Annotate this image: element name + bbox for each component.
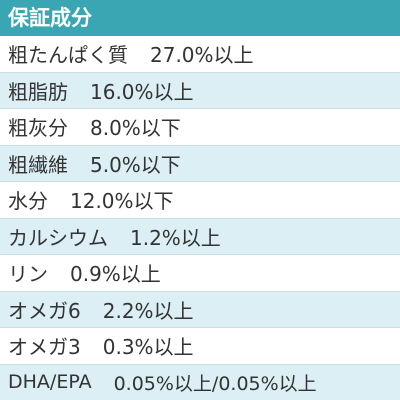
nutrient-name: 粗たんぱく質	[8, 43, 128, 68]
nutrient-value: 27.0%以上	[150, 43, 254, 68]
nutrient-value: 0.05%以上/0.05%以上	[113, 372, 317, 395]
nutrient-value: 0.3%以上	[102, 335, 194, 360]
table-row: オメガ3 0.3%以上	[0, 328, 400, 365]
nutrient-name: DHA/EPA	[8, 371, 92, 394]
table-row: 水分 12.0%以下	[0, 182, 400, 219]
nutrient-value: 12.0%以下	[70, 189, 174, 214]
nutrient-name: オメガ3	[8, 335, 81, 360]
table-header: 保証成分	[0, 0, 400, 36]
table-row: カルシウム 1.2%以上	[0, 218, 400, 255]
table-row: リン 0.9%以上	[0, 255, 400, 292]
nutrient-name: オメガ6	[8, 298, 81, 323]
nutrient-value: 2.2%以上	[102, 298, 194, 323]
nutrient-name: カルシウム	[8, 225, 108, 250]
nutrient-value: 5.0%以下	[90, 152, 181, 177]
nutrient-name: リン	[8, 262, 48, 287]
nutrient-name: 粗灰分	[8, 116, 68, 141]
nutrient-name: 粗繊維	[8, 152, 68, 177]
table-row: 粗脂肪 16.0%以上	[0, 72, 400, 109]
nutrient-name: 水分	[8, 189, 48, 214]
table-row: DHA/EPA 0.05%以上/0.05%以上	[0, 364, 400, 400]
nutrient-value: 8.0%以下	[90, 116, 181, 141]
table-row: 粗たんぱく質 27.0%以上	[0, 36, 400, 73]
nutrient-value: 0.9%以上	[70, 262, 161, 287]
nutrient-name: 粗脂肪	[8, 79, 68, 104]
nutrient-value: 1.2%以上	[130, 225, 221, 250]
table-row: 粗繊維 5.0%以下	[0, 145, 400, 182]
nutrient-value: 16.0%以上	[90, 79, 194, 104]
table-body: 粗たんぱく質 27.0%以上粗脂肪 16.0%以上 粗灰分 8.0%以下 粗繊維 5.0%以…	[0, 36, 400, 400]
table-row: 粗灰分 8.0%以下	[0, 109, 400, 146]
table-row: オメガ6 2.2%以上	[0, 291, 400, 328]
